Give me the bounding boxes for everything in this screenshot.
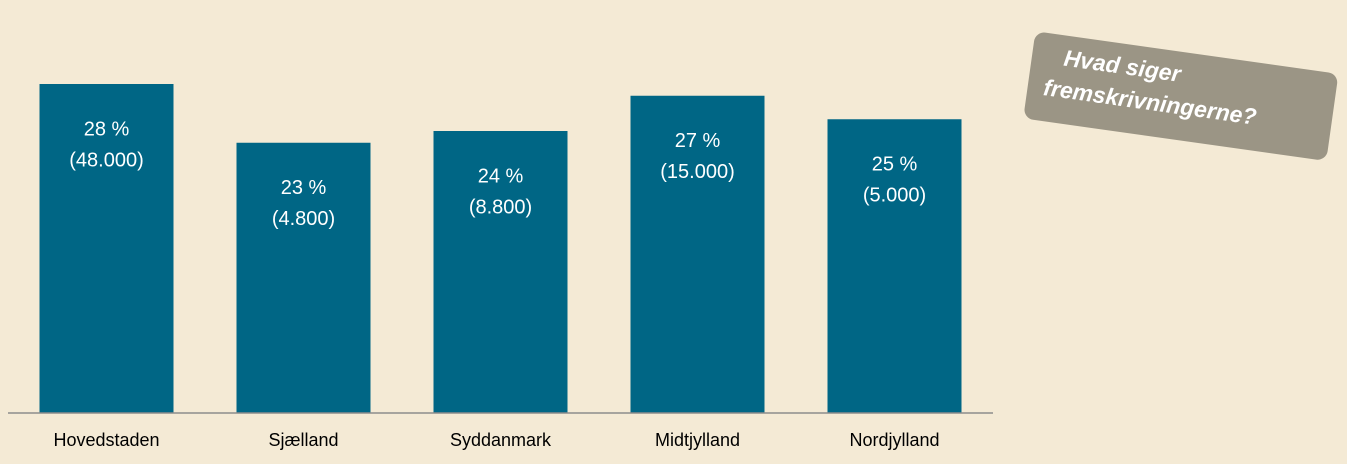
- x-tick-label: Nordjylland: [849, 430, 939, 450]
- data-label: 25 %: [872, 154, 918, 176]
- data-label: 27 %: [675, 130, 721, 152]
- x-tick-label: Sjælland: [268, 430, 338, 450]
- bar: [630, 95, 765, 413]
- bar: [236, 142, 371, 413]
- callout-box: [1024, 32, 1338, 160]
- data-label: 23 %: [281, 177, 327, 199]
- bar: [433, 131, 568, 413]
- count-label: (15.000): [660, 161, 735, 183]
- count-label: (4.800): [272, 208, 335, 230]
- x-tick-label: Hovedstaden: [53, 430, 159, 450]
- x-tick-label: Midtjylland: [655, 430, 740, 450]
- x-tick-label: Syddanmark: [450, 430, 552, 450]
- callout: Hvad siger fremskrivningerne?: [1024, 32, 1338, 160]
- data-label: 24 %: [478, 165, 524, 187]
- bar: [827, 119, 962, 413]
- count-label: (5.000): [863, 185, 926, 207]
- count-label: (8.800): [469, 196, 532, 218]
- count-label: (48.000): [69, 149, 144, 171]
- data-label: 28 %: [84, 118, 130, 140]
- bar: [39, 84, 174, 413]
